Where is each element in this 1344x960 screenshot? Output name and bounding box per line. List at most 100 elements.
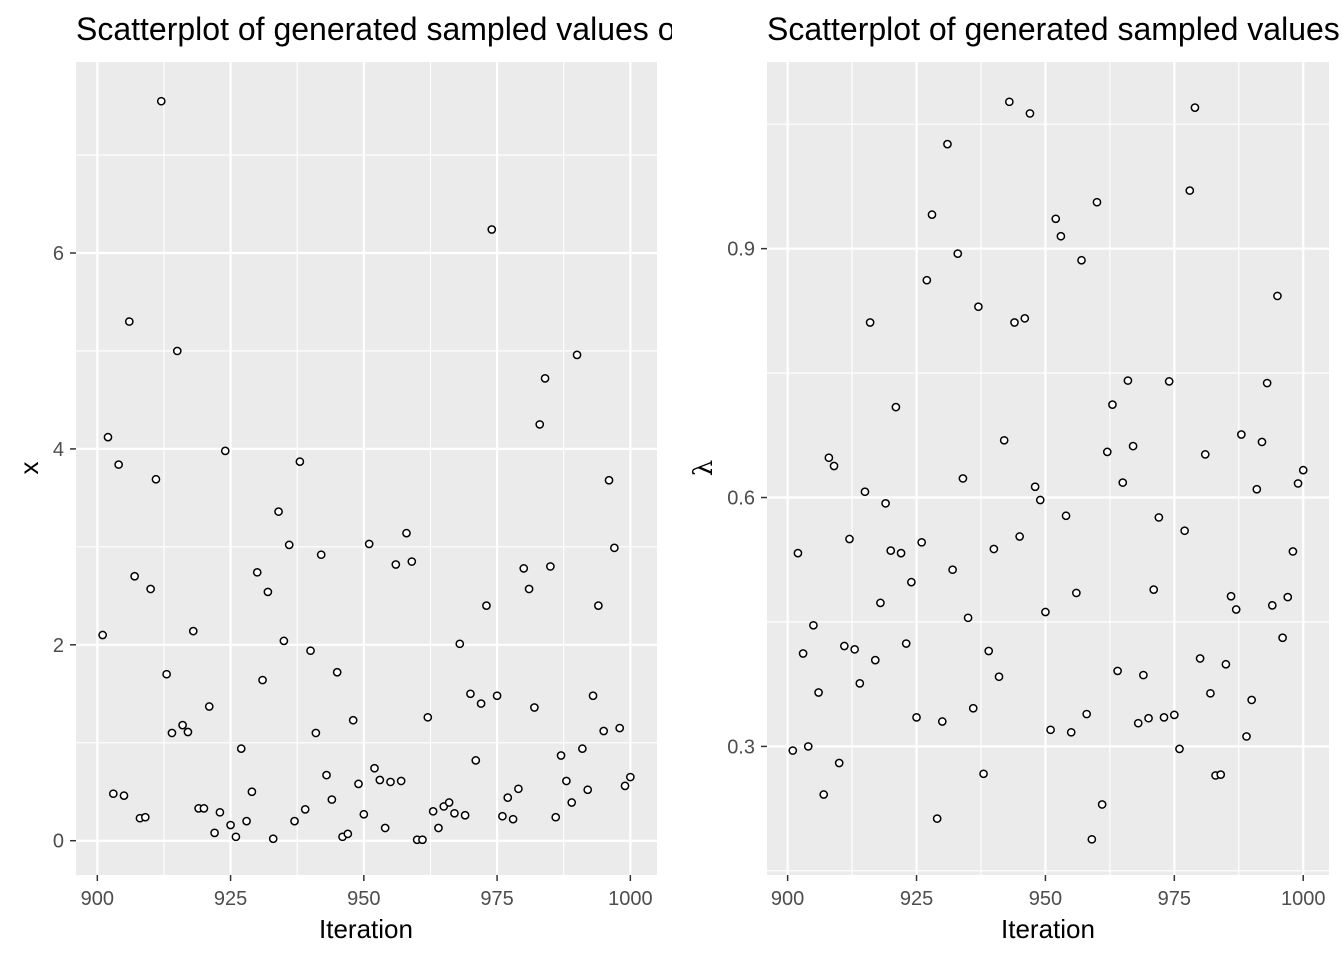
lambda-data-point xyxy=(1247,695,1257,705)
lambda-data-point xyxy=(1231,605,1241,614)
x-data-point xyxy=(146,584,155,594)
x-data-point xyxy=(588,691,598,701)
lambda-data-point xyxy=(979,769,988,779)
x-data-point xyxy=(247,787,257,797)
lambda-data-point xyxy=(850,645,860,654)
x-data-point xyxy=(466,689,475,699)
lambda-data-point xyxy=(1056,231,1066,241)
lambda-data-point xyxy=(1113,666,1122,676)
x-data-point xyxy=(98,630,108,640)
lambda-xtick-label: 1000 xyxy=(1281,888,1326,910)
x-data-point xyxy=(156,96,166,106)
x-data-point xyxy=(231,832,241,842)
x-xtick-label: 1000 xyxy=(608,888,653,910)
x-data-point xyxy=(556,751,566,760)
lambda-ytick-label: 0.6 xyxy=(727,488,755,510)
lambda-data-point xyxy=(896,548,906,558)
x-data-point xyxy=(284,540,294,550)
lambda-data-point xyxy=(1293,479,1303,488)
lambda-data-point xyxy=(1175,744,1184,754)
lambda-data-point xyxy=(1133,718,1143,728)
x-data-point xyxy=(530,703,539,712)
x-data-point xyxy=(119,791,129,801)
x-data-point xyxy=(519,564,529,573)
x-data-point xyxy=(508,814,518,824)
x-points xyxy=(98,96,635,845)
x-data-point xyxy=(455,639,465,649)
x-data-point xyxy=(599,726,609,736)
lambda-data-point xyxy=(814,688,823,697)
lambda-data-point xyxy=(1221,659,1231,669)
lambda-data-point xyxy=(865,318,875,327)
lambda-data-point xyxy=(824,453,834,463)
lambda-data-point xyxy=(1097,800,1107,809)
x-data-point xyxy=(354,779,363,789)
lambda-data-point xyxy=(1257,437,1267,447)
lambda-data-point xyxy=(1206,688,1215,698)
lambda-data-point xyxy=(788,746,798,755)
x-data-point xyxy=(252,567,262,577)
lambda-data-point xyxy=(1066,727,1076,737)
x-data-point xyxy=(524,584,534,594)
x-data-point xyxy=(108,789,118,799)
lambda-chart-title: Scatterplot of generated sampled values … xyxy=(767,11,1344,47)
x-data-point xyxy=(567,798,577,807)
lambda-points xyxy=(788,97,1308,844)
lambda-data-point xyxy=(891,402,901,412)
x-data-point xyxy=(615,723,625,733)
x-data-point xyxy=(188,626,198,636)
x-data-point xyxy=(583,785,593,795)
lambda-data-point xyxy=(1061,511,1071,521)
x-xtick-label: 950 xyxy=(347,888,380,910)
lambda-data-point xyxy=(1102,447,1112,457)
lambda-data-point xyxy=(1025,109,1035,118)
lambda-data-point xyxy=(1200,450,1210,459)
x-data-point xyxy=(578,744,587,753)
x-data-point xyxy=(423,712,433,722)
x-ytick-label: 0 xyxy=(53,831,64,853)
lambda-data-point xyxy=(1046,725,1055,735)
x-data-point xyxy=(610,543,619,553)
x-data-point xyxy=(386,777,395,787)
lambda-ytick-label: 0.3 xyxy=(727,736,755,758)
x-data-point xyxy=(471,756,481,765)
x-plot-panel xyxy=(76,62,657,875)
x-ytick-label: 4 xyxy=(53,439,64,461)
lambda-data-point xyxy=(922,275,932,285)
lambda-data-point xyxy=(1159,713,1169,722)
lambda-data-point xyxy=(1236,430,1246,439)
lambda-data-point xyxy=(1123,376,1133,385)
lambda-data-point xyxy=(1149,585,1159,594)
lambda-data-point xyxy=(989,544,999,554)
lambda-data-point xyxy=(803,742,813,751)
x-data-point xyxy=(242,816,251,826)
lambda-data-point xyxy=(984,646,994,656)
lambda-xtick-label: 975 xyxy=(1158,888,1191,910)
lambda-data-point xyxy=(1190,103,1200,112)
x-data-point xyxy=(327,795,337,804)
x-yaxis-label: x xyxy=(14,462,44,475)
lambda-data-point xyxy=(1030,482,1040,492)
lambda-gridlines xyxy=(767,62,1329,875)
lambda-data-point xyxy=(1082,709,1092,719)
lambda-data-point xyxy=(881,498,890,508)
x-data-point xyxy=(300,805,310,814)
x-data-point xyxy=(167,728,177,738)
x-data-point xyxy=(268,834,278,844)
x-data-point xyxy=(114,460,123,469)
x-data-point xyxy=(444,798,454,807)
x-data-point xyxy=(140,812,150,822)
lambda-data-point xyxy=(1092,197,1102,207)
lambda-data-point xyxy=(886,546,896,555)
x-data-point xyxy=(215,807,225,817)
lambda-data-point xyxy=(809,620,818,630)
lambda-data-point xyxy=(876,598,885,608)
x-data-point xyxy=(316,550,326,560)
lambda-axis-ticks: 900 925 950 975 1000 0.3 0.6 0.9 xyxy=(727,239,1325,910)
lambda-data-point xyxy=(912,713,921,722)
x-data-point xyxy=(322,770,331,780)
x-gridlines xyxy=(76,62,657,875)
x-data-point xyxy=(391,560,401,569)
lambda-xtick-label: 950 xyxy=(1029,888,1062,910)
x-data-point xyxy=(290,816,299,826)
